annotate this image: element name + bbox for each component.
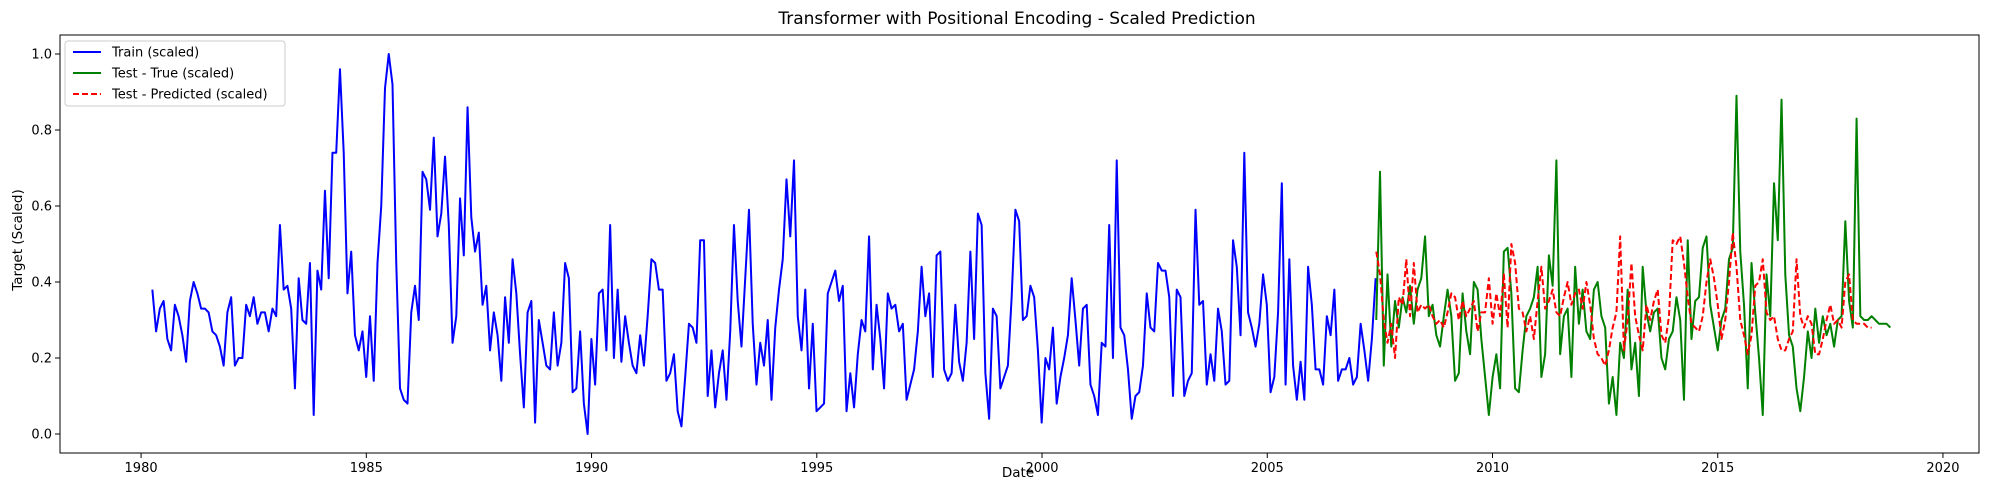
- legend-label-test-true: Test - True (scaled): [111, 67, 234, 82]
- x-tick-label: 2020: [1926, 461, 1959, 476]
- y-tick-label: 0.6: [31, 200, 52, 215]
- y-tick-label: 0.2: [31, 352, 52, 367]
- series-line-0: [151, 53, 1377, 435]
- ticks-layer: 1980 1985 1990 1995 2000 2005 2010 2015 2020 0.0 0…: [31, 48, 1959, 477]
- series-line-1: [1375, 94, 1892, 416]
- series-layer: [151, 53, 1892, 435]
- y-axis-label: Target (Scaled): [10, 189, 26, 291]
- y-tick-label: 0.8: [31, 124, 52, 139]
- legend-box: [64, 40, 286, 107]
- chart-title: Transformer with Positional Encoding - S…: [777, 9, 1255, 29]
- x-tick-label: 1980: [125, 461, 158, 476]
- plot-frame: [59, 34, 1980, 454]
- x-tick-label: 1990: [575, 461, 608, 476]
- y-tick-label: 0.4: [31, 276, 52, 291]
- legend-label-test-predicted: Test - Predicted (scaled): [111, 88, 268, 103]
- y-tick-label: 0.0: [31, 428, 52, 443]
- series-line-2: [1375, 231, 1872, 367]
- x-tick-label: 1985: [350, 461, 383, 476]
- x-tick-label: 1995: [800, 461, 833, 476]
- y-tick-label: 1.0: [31, 48, 52, 63]
- x-tick-label: 2005: [1251, 461, 1284, 476]
- x-axis-label: Date: [1002, 465, 1034, 481]
- legend: Train (scaled) Test - True (scaled) Test…: [64, 40, 286, 107]
- x-tick-label: 2000: [1025, 461, 1058, 476]
- legend-label-train: Train (scaled): [111, 46, 199, 61]
- x-tick-label: 2015: [1701, 461, 1734, 476]
- x-tick-label: 2010: [1476, 461, 1509, 476]
